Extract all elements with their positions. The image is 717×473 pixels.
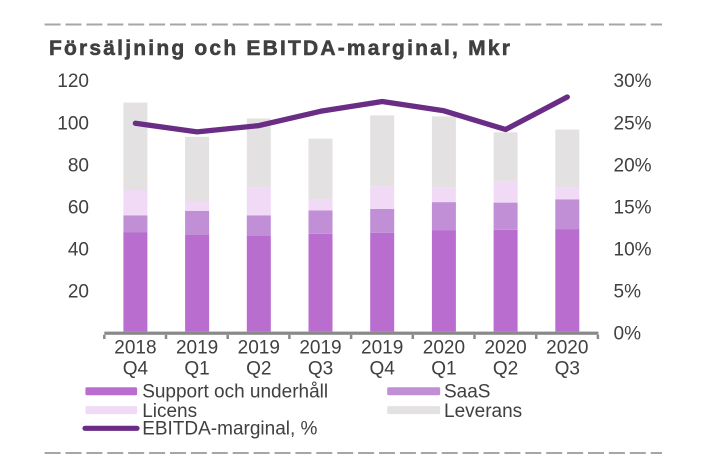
svg-text:Leverans: Leverans [444,401,522,422]
svg-text:15%: 15% [614,197,652,218]
svg-text:20: 20 [68,282,89,303]
svg-text:10%: 10% [614,239,652,260]
svg-text:80: 80 [68,155,89,176]
svg-text:20%: 20% [614,155,652,176]
svg-text:Försäljning och EBITDA-margina: Försäljning och EBITDA-marginal, Mkr [49,37,512,60]
svg-text:SaaS: SaaS [444,382,490,403]
svg-text:60: 60 [68,197,89,218]
svg-text:30%: 30% [614,71,652,92]
svg-text:Licens: Licens [142,401,197,422]
svg-text:25%: 25% [614,113,652,134]
svg-text:Support och underhåll: Support och underhåll [142,382,328,403]
svg-text:120: 120 [57,71,89,92]
svg-text:0%: 0% [614,324,642,345]
svg-text:5%: 5% [614,282,642,303]
svg-text:100: 100 [57,113,89,134]
svg-text:EBITDA-marginal, %: EBITDA-marginal, % [142,418,317,439]
svg-text:40: 40 [68,239,89,260]
